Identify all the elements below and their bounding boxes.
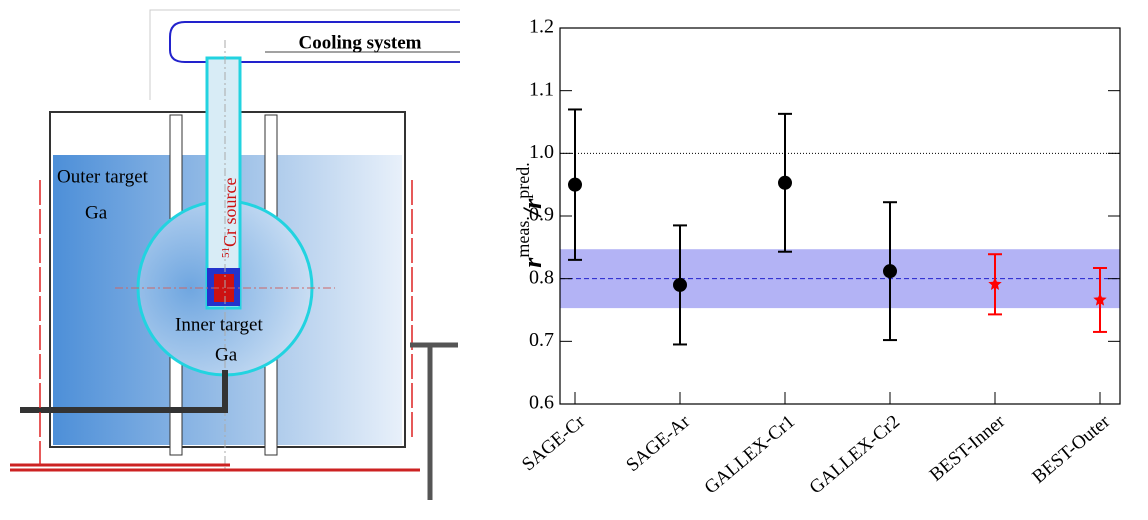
heater-pipe (10, 463, 420, 472)
source-label: 51Cr source (220, 178, 241, 258)
y-tick-label: 0.9 (529, 204, 554, 226)
heater (39, 180, 413, 465)
inner-ga-label: Ga (215, 344, 238, 365)
y-tick-label: 1.0 (529, 141, 554, 163)
inner-target-label: Inner target (175, 314, 263, 335)
drain-pipe (20, 370, 228, 413)
x-tick-label: SAGE-Ar (622, 411, 694, 476)
x-tick-label: GALLEX-Cr1 (701, 411, 799, 498)
x-tick-label: BEST-Inner (926, 411, 1010, 486)
cooling-label: Cooling system (299, 32, 422, 53)
y-tick-label: 1.1 (529, 78, 554, 100)
x-tick-label: GALLEX-Cr2 (806, 411, 904, 498)
data-point (883, 264, 897, 279)
chart: rmeas./rpred. 0.6 0.7 0.8 0.9 1.0 1.1 1.2 SAGE-… (513, 16, 1121, 498)
y-label-part: meas. (513, 216, 533, 257)
y-label-part: /r (518, 198, 547, 218)
outer-target-label: Outer target (57, 166, 149, 187)
data-point (1093, 293, 1107, 306)
y-tick-label: 0.8 (529, 266, 554, 288)
data-point (988, 277, 1002, 290)
x-tick-label: SAGE-Cr (518, 411, 589, 476)
data-point (673, 277, 687, 292)
y-label-part: r (518, 257, 547, 268)
frame-line (149, 9, 460, 100)
y-tick-label: 0.7 (529, 329, 554, 351)
cooling-pipe (169, 21, 460, 63)
source-text: Cr source (220, 178, 240, 247)
y-tick-label: 1.2 (529, 16, 554, 38)
data-point (778, 175, 792, 190)
y-label-part: pred. (513, 162, 533, 198)
data-point (568, 177, 582, 192)
source-isotope: 51 (220, 247, 232, 258)
detector-diagram: Cooling system Outer target Ga Inner tar… (10, 9, 460, 500)
outer-ga-label: Ga (85, 202, 108, 223)
stand (410, 342, 458, 500)
source-tube (205, 56, 242, 310)
x-tick-label: BEST-Outer (1028, 411, 1114, 488)
plot-frame (559, 27, 1121, 405)
y-tick-label: 0.6 (529, 392, 554, 414)
y-axis-label: rmeas./rpred. (513, 162, 547, 267)
